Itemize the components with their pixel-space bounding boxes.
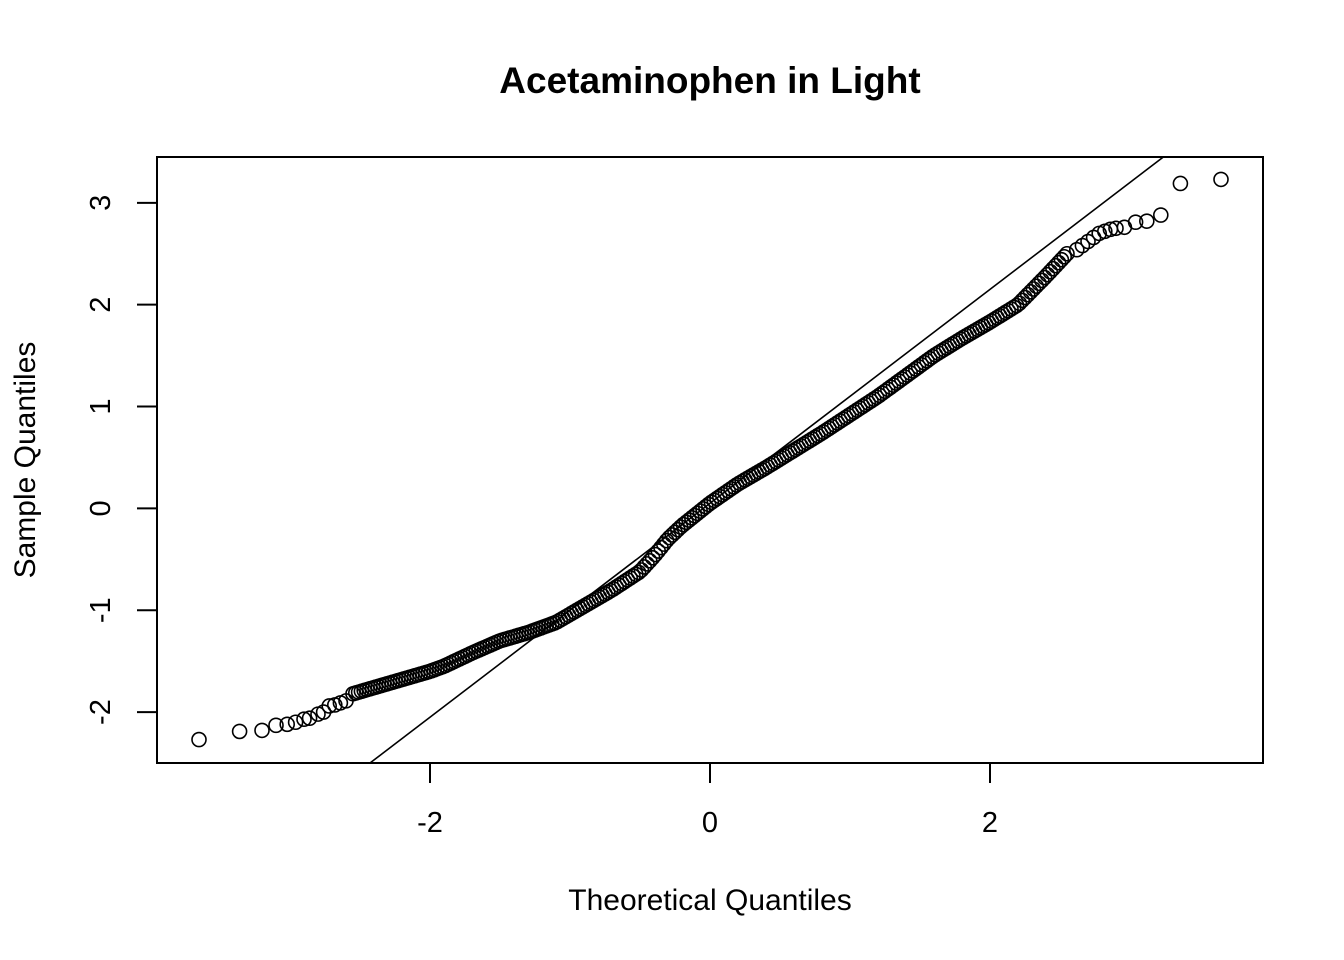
data-point — [1022, 284, 1039, 300]
chart-title: Acetaminophen in Light — [499, 60, 920, 101]
data-point — [287, 714, 304, 731]
y-axis-label: Sample Quantiles — [9, 342, 42, 579]
data-point — [1034, 272, 1050, 289]
x-tick-label: 2 — [982, 807, 998, 839]
data-point — [1056, 248, 1072, 265]
data-point — [1028, 278, 1044, 294]
data-point — [664, 527, 681, 543]
data-point — [1017, 289, 1033, 306]
y-tick-label: -1 — [85, 597, 117, 623]
data-point — [296, 711, 312, 728]
data-point — [1127, 214, 1144, 230]
data-point — [1008, 297, 1025, 314]
reference-line — [368, 157, 1165, 763]
data-point — [1036, 269, 1053, 286]
data-point — [1039, 266, 1056, 283]
data-point — [1053, 251, 1070, 268]
data-point — [191, 731, 207, 748]
data-point — [1172, 175, 1189, 192]
data-point — [1025, 281, 1042, 297]
data-point — [636, 559, 653, 575]
y-tick-label: -2 — [85, 699, 117, 725]
data-point — [254, 722, 270, 739]
data-point — [338, 693, 354, 709]
data-point — [1139, 213, 1155, 229]
data-point — [231, 723, 248, 740]
data-point — [1020, 286, 1036, 303]
data-point — [321, 698, 338, 714]
y-tick-label: 1 — [85, 398, 117, 414]
y-tick-label: 0 — [85, 500, 117, 516]
data-point — [1048, 257, 1064, 274]
data-point — [1153, 207, 1169, 223]
data-point — [301, 710, 318, 726]
y-tick-label: 3 — [85, 195, 117, 211]
data-point — [1011, 295, 1028, 312]
data-point — [630, 564, 647, 581]
data-point — [279, 716, 296, 733]
x-tick-label: -2 — [417, 807, 443, 839]
data-point — [1042, 263, 1058, 280]
y-axis: -2 -1 0 1 2 3 — [85, 195, 157, 725]
x-axis-label: Theoretical Quantiles — [568, 884, 851, 917]
data-point — [639, 556, 655, 572]
data-point — [1108, 220, 1124, 237]
data-points — [191, 171, 1229, 748]
data-point — [1014, 292, 1031, 309]
data-point — [1050, 254, 1067, 271]
y-tick-label: 2 — [85, 297, 117, 313]
x-tick-label: 0 — [702, 807, 718, 839]
data-point — [1031, 275, 1047, 292]
x-axis: -2 0 2 — [417, 763, 998, 839]
data-point — [268, 717, 284, 734]
data-point — [1045, 260, 1061, 277]
data-point — [661, 529, 678, 546]
data-point — [667, 524, 683, 541]
data-point — [658, 532, 675, 549]
data-point — [1213, 171, 1229, 188]
plot-frame — [156, 156, 1264, 764]
data-point — [1059, 245, 1075, 262]
reference-line-group — [368, 157, 1165, 763]
